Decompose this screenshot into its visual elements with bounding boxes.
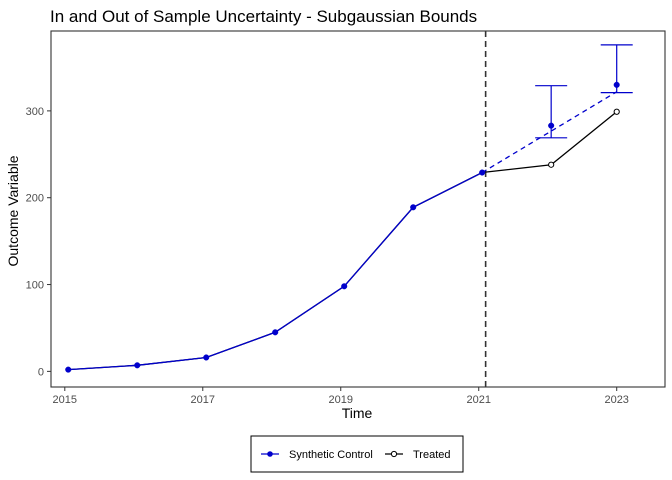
legend-box <box>250 435 464 473</box>
y-tick-label: 200 <box>26 193 44 205</box>
point-synthetic-control <box>134 362 141 369</box>
legend: Synthetic Control Treated <box>250 435 464 473</box>
point-synthetic-control <box>613 81 620 88</box>
y-tick-label: 300 <box>26 106 44 118</box>
x-axis-title: Time <box>342 405 373 421</box>
point-synthetic-control <box>65 366 72 373</box>
point-treated <box>613 108 620 115</box>
legend-label-synthetic-control: Synthetic Control <box>289 449 373 461</box>
chart-title: In and Out of Sample Uncertainty - Subga… <box>50 7 477 26</box>
synthetic-projection-line <box>481 91 618 174</box>
panel-border <box>50 30 666 388</box>
x-tick-label: 2019 <box>329 394 353 406</box>
y-tick-label: 100 <box>26 280 44 292</box>
series-line-treated <box>68 111 618 371</box>
point-synthetic-control <box>341 283 348 290</box>
point-synthetic-control <box>410 204 417 211</box>
x-tick-label: 2023 <box>604 394 628 406</box>
x-tick-label: 2015 <box>53 394 77 406</box>
x-tick-label: 2021 <box>466 394 490 406</box>
y-axis-title: Outcome Variable <box>5 155 21 266</box>
legend-label-treated: Treated <box>413 449 451 461</box>
point-synthetic-control <box>479 169 486 176</box>
point-synthetic-control <box>272 329 279 336</box>
y-tick-label: 0 <box>38 366 44 378</box>
x-tick-label: 2017 <box>191 394 215 406</box>
legend-key-marker-synthetic-control <box>267 451 273 457</box>
legend-key-marker-treated <box>390 450 398 458</box>
series-line-synthetic-control <box>68 171 483 371</box>
point-treated <box>548 161 555 168</box>
point-synthetic-control <box>548 122 555 129</box>
plot-area: 0 100 200 300 2015 2017 2019 2021 2023 <box>26 30 666 406</box>
point-synthetic-control <box>203 354 210 361</box>
